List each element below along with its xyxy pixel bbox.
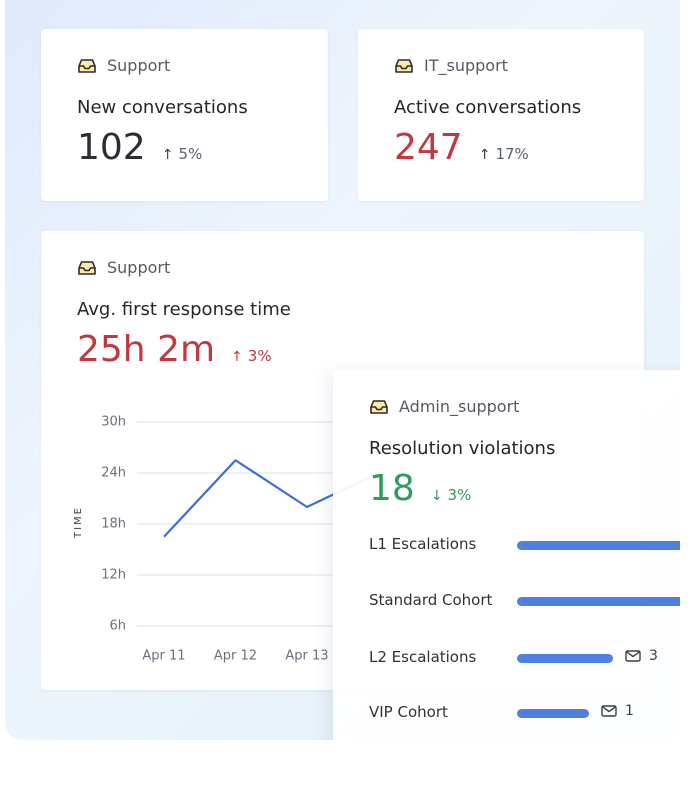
inbox-name: Support	[107, 56, 171, 75]
mail-icon	[625, 650, 641, 662]
card-title: Active conversations	[394, 97, 582, 118]
metric: 102 ↑ 5%	[77, 127, 202, 168]
inbox-name: Support	[107, 258, 171, 277]
x-tick-label: Apr 12	[214, 649, 257, 664]
y-tick-label: 18h	[101, 517, 126, 532]
bar	[517, 541, 680, 550]
inbox-icon	[78, 58, 96, 73]
card: IT_support Active conversations 247 ↑ 17%	[358, 29, 644, 201]
inbox-label: Support	[77, 56, 170, 75]
y-tick-label: 12h	[101, 568, 126, 583]
card: Support New conversations 102 ↑ 5%	[41, 29, 328, 201]
y-tick-label: 6h	[109, 619, 126, 634]
change: ↑ 5%	[162, 145, 203, 163]
change-value: 3%	[247, 347, 272, 365]
inbox-label: Support	[77, 258, 170, 277]
inbox-name: IT_support	[424, 56, 508, 75]
inbox-label: Admin_support	[369, 397, 519, 416]
inbox-label: IT_support	[394, 56, 508, 75]
card-title: New conversations	[77, 97, 248, 118]
bar-count-value: 1	[625, 703, 634, 719]
change-arrow: ↑	[478, 147, 491, 163]
card-title: Resolution violations	[369, 438, 556, 459]
y-axis-label: TIME	[73, 506, 84, 539]
change-arrow: ↑	[231, 349, 243, 365]
change-arrow: ↑	[161, 147, 174, 163]
change: ↓ 3%	[431, 486, 472, 504]
change-arrow: ↓	[430, 488, 443, 504]
card: Admin_support Resolution violations 18 ↓ 3% L…	[333, 370, 680, 740]
metric: 25h 2m ↑ 3%	[77, 329, 272, 370]
inbox-icon	[78, 260, 96, 275]
bar-label: L2 Escalations	[369, 648, 477, 666]
bar-count-value: 3	[649, 648, 658, 664]
bar	[517, 709, 589, 718]
bar-label: VIP Cohort	[369, 703, 448, 721]
inbox-icon	[370, 399, 388, 414]
bar-label: L1 Escalations	[369, 535, 477, 553]
metric-value: 247	[394, 127, 463, 168]
bar-count: 1	[601, 703, 634, 719]
bar	[517, 654, 613, 663]
change-value: 3%	[447, 486, 472, 504]
y-tick-label: 24h	[101, 466, 126, 481]
change: ↑ 3%	[231, 347, 272, 365]
x-tick-label: Apr 11	[142, 649, 185, 664]
bar-count: 3	[625, 648, 658, 664]
metric-value: 25h 2m	[77, 329, 216, 370]
change: ↑ 17%	[479, 145, 529, 163]
metric-value: 18	[369, 468, 415, 509]
dashboard: Support New conversations 102 ↑ 5% IT_support…	[5, 0, 680, 740]
metric-value: 102	[77, 127, 146, 168]
metric: 247 ↑ 17%	[394, 127, 529, 168]
change-value: 5%	[178, 145, 203, 163]
metric: 18 ↓ 3%	[369, 468, 471, 509]
change-value: 17%	[495, 145, 529, 163]
mail-icon	[601, 705, 617, 717]
bar	[517, 597, 680, 606]
x-tick-label: Apr 13	[285, 649, 328, 664]
inbox-name: Admin_support	[399, 397, 520, 416]
y-tick-label: 30h	[101, 415, 126, 430]
inbox-icon	[395, 58, 413, 73]
card-title: Avg. first response time	[77, 299, 291, 320]
bar-label: Standard Cohort	[369, 591, 493, 609]
